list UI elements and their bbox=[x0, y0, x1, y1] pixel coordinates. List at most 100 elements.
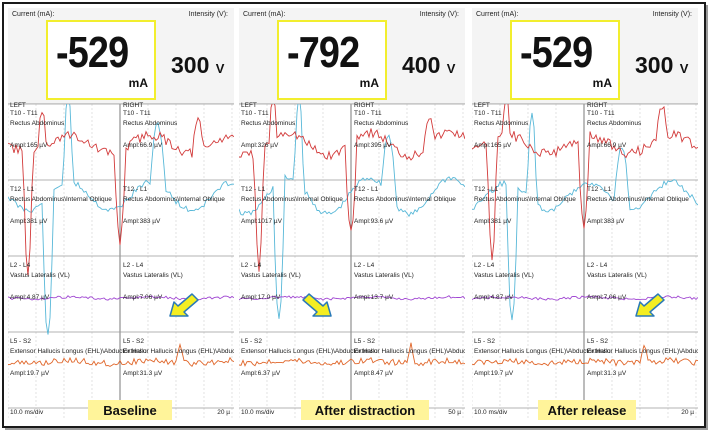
current-value: -529 bbox=[520, 28, 593, 77]
current-label: Current (mA): bbox=[476, 11, 519, 18]
intensity-unit: V bbox=[446, 61, 456, 76]
intensity-unit: V bbox=[215, 61, 225, 76]
channel-ampl-label: Ampl:383 µV bbox=[123, 218, 161, 225]
side-label-right: RIGHT bbox=[587, 102, 608, 109]
rectus-waveform bbox=[8, 111, 234, 276]
oblique-waveform bbox=[8, 104, 234, 335]
channel-muscle-label: Rectus Abdominus bbox=[474, 120, 529, 127]
channel-ampl-label: Ampl:1017 µV bbox=[241, 218, 282, 225]
intensity-unit: V bbox=[679, 61, 689, 76]
channel-muscle-label: Vastus Lateralis (VL) bbox=[474, 272, 534, 279]
channel-ampl-label: Ampl:8.47 µV bbox=[354, 370, 394, 377]
intensity-label: Intensity (V): bbox=[419, 11, 459, 18]
channel-segment-label: T10 - T11 bbox=[10, 110, 38, 117]
timebase-label: 10.0 ms/div bbox=[474, 409, 508, 416]
channel-segment-label: L5 - S2 bbox=[474, 338, 495, 345]
channel-muscle-label: Vastus Lateralis (VL) bbox=[354, 272, 414, 279]
channel-segment-label: T12 - L1 bbox=[10, 186, 35, 193]
channel-segment-label: L2 - L4 bbox=[123, 262, 144, 269]
condition-caption: After distraction bbox=[301, 400, 429, 420]
channel-muscle-label: Rectus Abdominus\Internal Oblique bbox=[354, 196, 456, 203]
channel-ampl-label: Ampl:381 µV bbox=[474, 218, 512, 225]
channel-muscle-label: Vastus Lateralis (VL) bbox=[10, 272, 70, 279]
rectus-waveform bbox=[472, 104, 698, 261]
monitor-panel: Current (mA): Intensity (V): -529 mA 300 V LE… bbox=[8, 8, 234, 420]
timebase-label: 10.0 ms/div bbox=[241, 409, 275, 416]
channel-segment-label: T10 - T11 bbox=[474, 110, 502, 117]
channel-ampl-label: Ampl:383 µV bbox=[587, 218, 625, 225]
current-value: -792 bbox=[287, 28, 360, 77]
monitor-panel: Current (mA): Intensity (V): -792 mA 400 V LE… bbox=[239, 8, 465, 420]
channel-ampl-label: Ampl:326 µV bbox=[241, 142, 279, 149]
channel-segment-label: T10 - T11 bbox=[587, 110, 615, 117]
channel-muscle-label: Extensor Hallucis Longus (EHL)\Abductor … bbox=[123, 348, 234, 355]
sensitivity-label: 50 µ bbox=[448, 409, 461, 416]
channel-ampl-label: Ampl:6.37 µV bbox=[241, 370, 281, 377]
channel-ampl-label: Ampl:66.9 µV bbox=[587, 142, 627, 149]
condition-caption: Baseline bbox=[88, 400, 172, 420]
channel-ampl-label: Ampl:13.7 µV bbox=[354, 294, 394, 301]
channel-ampl-label: Ampl:19.7 µV bbox=[10, 370, 50, 377]
vastus-waveform bbox=[239, 295, 465, 301]
intensity-value: 400 bbox=[402, 52, 441, 78]
channel-segment-label: T12 - L1 bbox=[354, 186, 379, 193]
intensity-readout: 400 V bbox=[402, 52, 455, 79]
side-label-left: LEFT bbox=[10, 102, 26, 109]
stimulation-header: Current (mA): Intensity (V): -792 mA 400 V bbox=[239, 8, 465, 104]
channel-segment-label: L5 - S2 bbox=[354, 338, 375, 345]
monitor-panel: Current (mA): Intensity (V): -529 mA 300 V LE… bbox=[472, 8, 698, 420]
side-label-right: RIGHT bbox=[354, 102, 375, 109]
channel-muscle-label: Extensor Hallucis Longus (EHL)\Abductor … bbox=[10, 348, 147, 355]
current-label: Current (mA): bbox=[243, 11, 286, 18]
channel-muscle-label: Rectus Abdominus bbox=[354, 120, 409, 127]
current-unit: mA bbox=[128, 76, 148, 90]
channel-segment-label: L2 - L4 bbox=[354, 262, 375, 269]
channel-ampl-label: Ampl:19.7 µV bbox=[474, 370, 514, 377]
side-label-left: LEFT bbox=[474, 102, 490, 109]
channel-segment-label: L2 - L4 bbox=[587, 262, 608, 269]
yellow-pointer-arrow-icon bbox=[635, 293, 665, 317]
yellow-pointer-arrow-icon bbox=[302, 293, 332, 317]
channel-segment-label: T10 - T11 bbox=[354, 110, 382, 117]
yellow-pointer-arrow-icon bbox=[169, 293, 199, 317]
channel-ampl-label: Ampl:7.06 µV bbox=[587, 294, 627, 301]
channel-segment-label: L5 - S2 bbox=[10, 338, 31, 345]
intensity-label: Intensity (V): bbox=[652, 11, 692, 18]
channel-segment-label: T10 - T11 bbox=[123, 110, 151, 117]
channel-ampl-label: Ampl:165 µV bbox=[474, 142, 512, 149]
channel-muscle-label: Extensor Hallucis Longus (EHL)\Abductor … bbox=[354, 348, 465, 355]
current-unit: mA bbox=[592, 76, 612, 90]
channel-ampl-label: Ampl:17.0 µV bbox=[241, 294, 281, 301]
channel-muscle-label: Rectus Abdominus\Internal Oblique bbox=[123, 196, 225, 203]
channel-segment-label: T10 - T11 bbox=[241, 110, 269, 117]
channel-segment-label: T12 - L1 bbox=[123, 186, 148, 193]
sensitivity-label: 20 µ bbox=[217, 409, 230, 416]
channel-ampl-label: Ampl:381 µV bbox=[10, 218, 48, 225]
channel-segment-label: L2 - L4 bbox=[10, 262, 31, 269]
channel-ampl-label: Ampl:4.87 µV bbox=[10, 294, 50, 301]
channel-muscle-label: Rectus Abdominus bbox=[10, 120, 65, 127]
timebase-label: 10.0 ms/div bbox=[10, 409, 44, 416]
channel-segment-label: T12 - L1 bbox=[587, 186, 612, 193]
channel-ampl-label: Ampl:165 µV bbox=[10, 142, 48, 149]
channel-muscle-label: Vastus Lateralis (VL) bbox=[241, 272, 301, 279]
channel-muscle-label: Extensor Hallucis Longus (EHL)\Abductor … bbox=[474, 348, 611, 355]
emg-waveform-canvas bbox=[8, 104, 234, 420]
intensity-value: 300 bbox=[635, 52, 674, 78]
intensity-label: Intensity (V): bbox=[188, 11, 228, 18]
channel-ampl-label: Ampl:31.3 µV bbox=[587, 370, 627, 377]
channel-segment-label: L5 - S2 bbox=[123, 338, 144, 345]
channel-ampl-label: Ampl:93.6 µV bbox=[354, 218, 394, 225]
ehl-waveform bbox=[8, 342, 234, 368]
intensity-readout: 300 V bbox=[635, 52, 688, 79]
rectus-waveform bbox=[239, 104, 465, 272]
channel-muscle-label: Rectus Abdominus\Internal Oblique bbox=[241, 196, 343, 203]
channel-segment-label: L5 - S2 bbox=[587, 338, 608, 345]
channel-segment-label: T12 - L1 bbox=[474, 186, 499, 193]
current-readout-box: -792 mA bbox=[277, 20, 387, 100]
oblique-waveform bbox=[239, 104, 465, 319]
current-readout-box: -529 mA bbox=[46, 20, 156, 100]
ehl-waveform bbox=[472, 344, 698, 367]
side-label-right: RIGHT bbox=[123, 102, 144, 109]
channel-muscle-label: Extensor Hallucis Longus (EHL)\Abductor … bbox=[587, 348, 698, 355]
